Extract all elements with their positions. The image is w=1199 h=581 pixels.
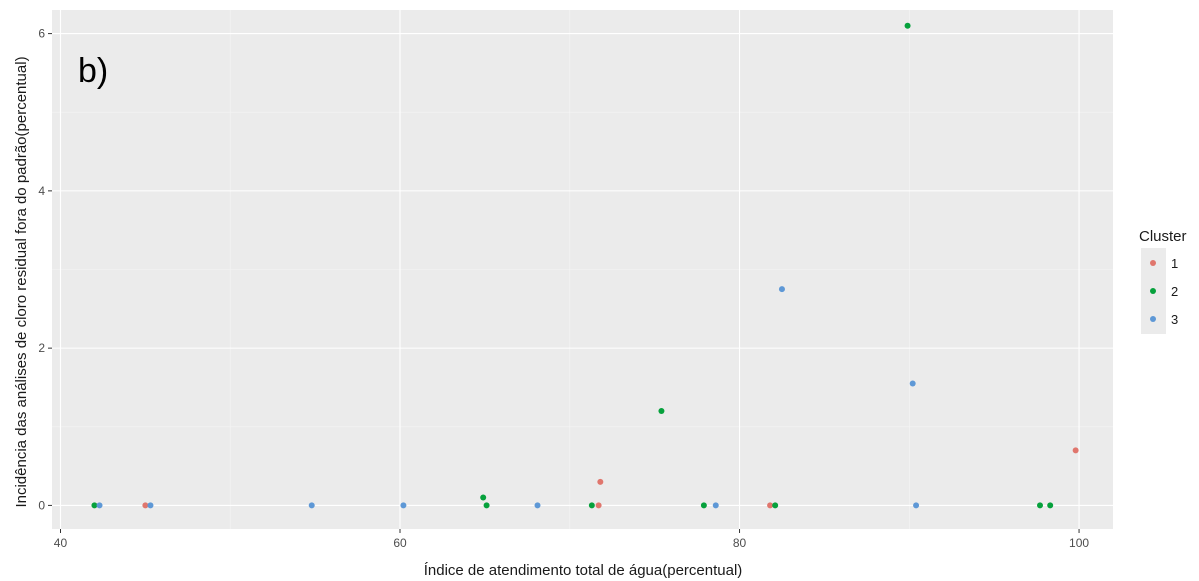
data-point-cluster-1 [1072, 447, 1079, 454]
data-point-cluster-2 [588, 502, 595, 509]
panel-tag: b) [78, 52, 108, 90]
grid-lines [52, 10, 1113, 529]
data-point-cluster-2 [658, 408, 665, 415]
legend-label-3: 3 [1171, 312, 1178, 327]
data-point-cluster-3 [534, 502, 541, 509]
data-point-cluster-3 [778, 286, 785, 293]
x-tick-label: 40 [54, 536, 68, 550]
data-point-cluster-2 [904, 22, 911, 29]
x-axis-title: Índice de atendimento total de água(perc… [424, 562, 743, 579]
data-point-cluster-1 [142, 502, 149, 509]
data-point-cluster-3 [909, 380, 916, 387]
data-point-cluster-3 [96, 502, 103, 509]
data-points [91, 22, 1079, 509]
data-point-cluster-3 [308, 502, 315, 509]
data-point-cluster-3 [400, 502, 407, 509]
data-point-cluster-1 [595, 502, 602, 509]
y-tick-label: 6 [38, 27, 45, 41]
data-point-cluster-2 [1047, 502, 1054, 509]
y-tick-label: 4 [38, 184, 45, 198]
x-tick-label: 60 [393, 536, 407, 550]
x-tick-label: 100 [1069, 536, 1089, 550]
data-point-cluster-2 [700, 502, 707, 509]
data-point-cluster-1 [597, 478, 604, 485]
data-point-cluster-2 [483, 502, 490, 509]
legend-label-1: 1 [1171, 256, 1178, 271]
axes: 40 60 80 100 0 2 4 6 [38, 27, 1089, 550]
data-point-cluster-3 [913, 502, 920, 509]
legend-label-2: 2 [1171, 284, 1178, 299]
legend: Cluster 1 2 3 [1139, 228, 1187, 334]
legend-title: Cluster [1139, 228, 1187, 245]
legend-key-2 [1150, 288, 1156, 294]
data-point-cluster-2 [480, 494, 487, 501]
data-point-cluster-2 [772, 502, 779, 509]
legend-key-3 [1150, 316, 1156, 322]
y-tick-label: 0 [38, 498, 45, 512]
y-tick-label: 2 [38, 341, 45, 355]
x-tick-label: 80 [733, 536, 747, 550]
data-point-cluster-2 [1037, 502, 1044, 509]
data-point-cluster-2 [91, 502, 98, 509]
legend-key-1 [1150, 260, 1156, 266]
data-point-cluster-3 [147, 502, 154, 509]
data-point-cluster-1 [767, 502, 774, 509]
data-point-cluster-3 [712, 502, 719, 509]
y-axis-title: Incidência das análises de cloro residua… [13, 56, 30, 507]
